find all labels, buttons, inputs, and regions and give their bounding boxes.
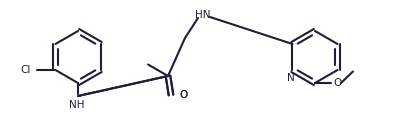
Text: O: O [179, 90, 187, 100]
Text: O: O [333, 78, 341, 88]
Text: O: O [179, 90, 187, 100]
Text: Cl: Cl [20, 65, 31, 75]
Text: N: N [287, 73, 295, 83]
Text: HN: HN [195, 10, 211, 20]
Text: NH: NH [69, 100, 85, 110]
